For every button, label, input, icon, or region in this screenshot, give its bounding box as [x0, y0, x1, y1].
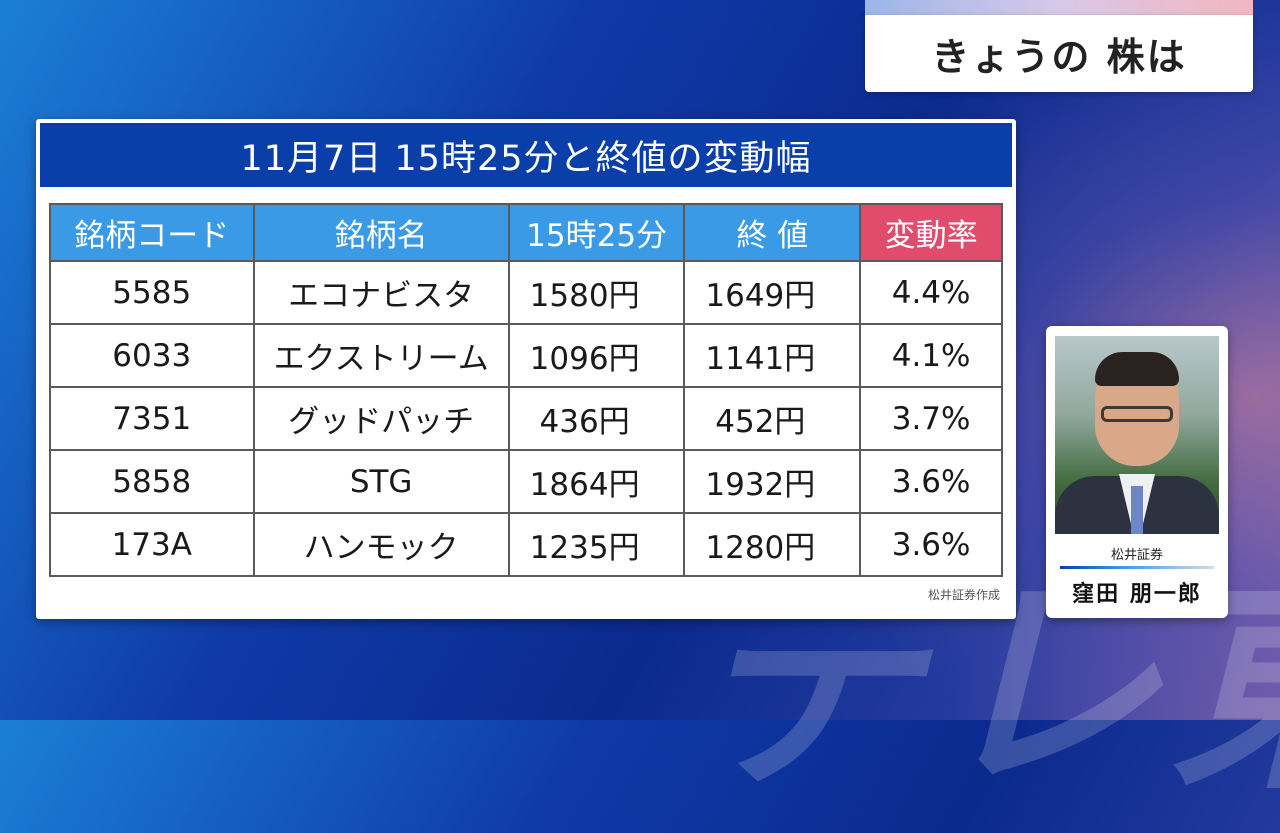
table-row: 173A ハンモック 1235円 1280円 3.6% — [49, 512, 1003, 577]
cell-close: 1932円 — [683, 449, 862, 514]
cell-rate: 4.1% — [859, 323, 1003, 388]
table-row: 5585 エコナビスタ 1580円 1649円 4.4% — [49, 260, 1003, 325]
source-credit: 松井証券作成 — [927, 588, 1000, 602]
cell-name: STG — [252, 449, 510, 514]
cell-rate: 3.7% — [859, 386, 1003, 451]
stock-change-table: 銘柄コード 銘柄名 15時25分 終 値 変動率 5585 エコナビスタ 158… — [49, 203, 1003, 577]
cell-name: エクストリーム — [252, 323, 510, 388]
table-row: 6033 エクストリーム 1096円 1141円 4.1% — [49, 323, 1003, 388]
cell-rate: 3.6% — [859, 512, 1003, 577]
program-header: きょうの 株は — [865, 0, 1253, 92]
header-price-1525: 15時25分 — [507, 203, 686, 262]
analyst-photo — [1055, 336, 1219, 534]
panel-title: 11月7日 15時25分と終値の変動幅 — [40, 123, 1012, 187]
cell-code: 7351 — [49, 386, 255, 451]
analyst-name: 窪田 朋一郎 — [1072, 582, 1202, 607]
stock-table-panel: 11月7日 15時25分と終値の変動幅 銘柄コード 銘柄名 15時25分 終 値… — [36, 119, 1016, 619]
analyst-divider — [1060, 566, 1214, 569]
table-row: 7351 グッドパッチ 436円 452円 3.7% — [49, 386, 1003, 451]
segment-title: きょうの 株は — [865, 15, 1253, 92]
cell-rate: 3.6% — [859, 449, 1003, 514]
cell-price-1525: 1235円 — [507, 512, 686, 577]
cell-close: 452円 — [683, 386, 862, 451]
cell-code: 6033 — [49, 323, 255, 388]
cell-rate: 4.4% — [859, 260, 1003, 325]
table-row: 5858 STG 1864円 1932円 3.6% — [49, 449, 1003, 514]
header-rate: 変動率 — [859, 203, 1003, 262]
cell-name: エコナビスタ — [252, 260, 510, 325]
table-header-row: 銘柄コード 銘柄名 15時25分 終 値 変動率 — [49, 203, 1003, 262]
header-accent-strip — [865, 0, 1253, 15]
cell-close: 1280円 — [683, 512, 862, 577]
cell-close: 1141円 — [683, 323, 862, 388]
cell-name: ハンモック — [252, 512, 510, 577]
cell-code: 5585 — [49, 260, 255, 325]
header-name: 銘柄名 — [252, 203, 510, 262]
cell-price-1525: 1864円 — [507, 449, 686, 514]
header-code: 銘柄コード — [49, 203, 255, 262]
cell-code: 5858 — [49, 449, 255, 514]
cell-close: 1649円 — [683, 260, 862, 325]
header-close: 終 値 — [683, 203, 862, 262]
analyst-company: 松井証券 — [1110, 548, 1163, 563]
cell-price-1525: 436円 — [507, 386, 686, 451]
analyst-card: 松井証券 窪田 朋一郎 — [1046, 326, 1228, 618]
cell-price-1525: 1096円 — [507, 323, 686, 388]
cell-code: 173A — [49, 512, 255, 577]
cell-name: グッドパッチ — [252, 386, 510, 451]
cell-price-1525: 1580円 — [507, 260, 686, 325]
